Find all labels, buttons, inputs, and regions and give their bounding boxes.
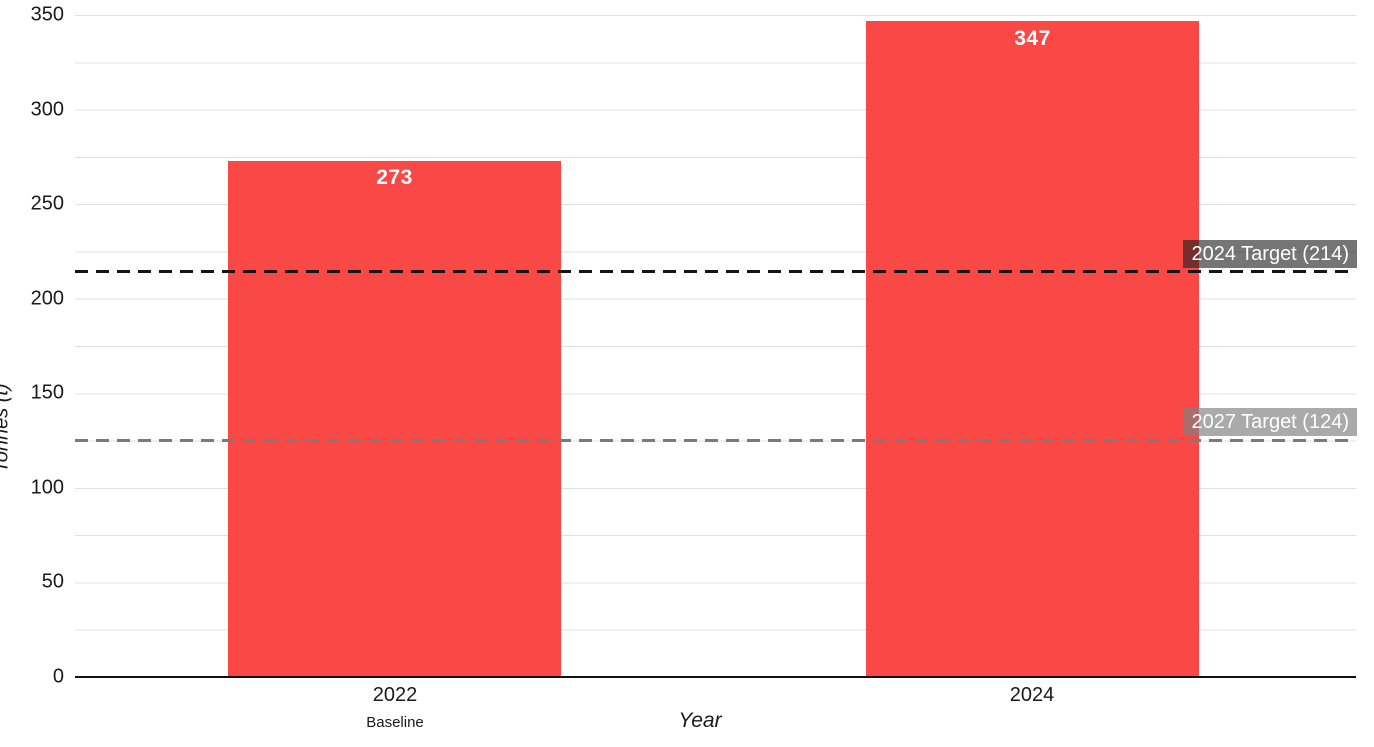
reference-line-2027-target [75,439,1356,442]
reference-label-2027-target: 2027 Target (124) [1183,408,1357,436]
bar-2024 [866,21,1199,677]
y-tick-350: 350 [30,3,64,26]
y-tick-0: 0 [52,665,64,688]
y-tick-150: 150 [30,381,64,404]
reference-line-2024-target [75,270,1356,273]
x-tick-2024: 2024 [1009,684,1055,706]
bar-value-label-2024: 347 [1014,27,1051,50]
reference-label-2024-target: 2024 Target (214) [1183,240,1357,268]
x-tick-2022: 2022 [372,684,418,706]
x-tick-sublabel-baseline: Baseline [366,714,424,731]
y-tick-200: 200 [30,287,64,310]
y-tick-50: 50 [41,570,64,593]
bar-value-label-2022: 273 [376,166,413,189]
y-axis-title-text: Tonnes (t) [0,383,13,473]
x-axis-title: Year [678,709,722,732]
x-axis-line [75,676,1356,678]
bar-2022 [228,161,561,677]
y-tick-250: 250 [30,192,64,215]
y-tick-100: 100 [30,476,64,499]
y-tick-300: 300 [30,98,64,121]
